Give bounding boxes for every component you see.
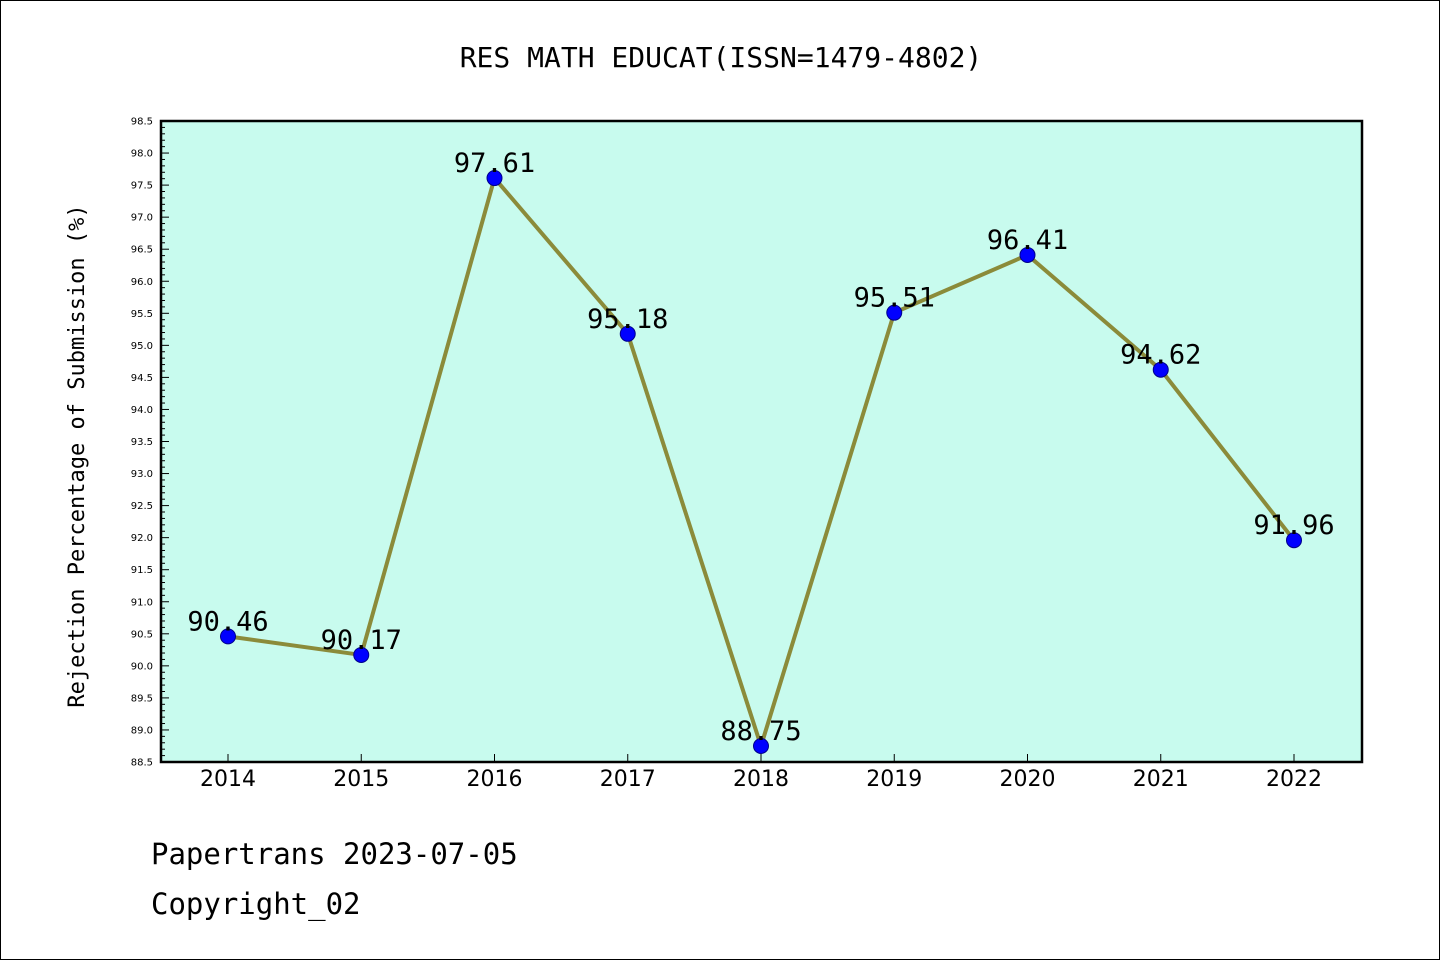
data-point	[1019, 246, 1036, 263]
y-tick-label: 89.0	[131, 725, 153, 736]
source-text: Papertrans 2023-07-05	[151, 837, 518, 871]
y-tick-label: 97.5	[131, 181, 153, 192]
y-tick-label: 89.5	[131, 693, 153, 704]
y-tick-label: 95.5	[131, 309, 153, 320]
plot-area	[159, 119, 1364, 764]
x-axis: 2014 2015 2016 2017 2018 2019 2020 2021 2022	[200, 754, 1322, 792]
y-tick-label: 91.0	[131, 597, 153, 608]
y-tick-label: 92.5	[131, 501, 153, 512]
x-tick-label: 2020	[1000, 767, 1056, 792]
data-label: 97.61	[454, 148, 535, 179]
data-point	[1286, 532, 1302, 549]
data-point	[220, 628, 236, 645]
y-tick-label: 94.0	[131, 405, 153, 416]
data-label: 96.41	[987, 225, 1068, 256]
data-label: 94.62	[1120, 340, 1201, 371]
y-tick-label: 96.5	[131, 245, 153, 256]
y-axis-label: Rejection Percentage of Submission (%)	[65, 204, 90, 707]
data-label: 95.18	[587, 304, 668, 335]
data-point	[886, 304, 903, 321]
x-tick-label: 2022	[1266, 767, 1322, 792]
y-tick-label: 98.5	[131, 117, 153, 128]
series-markers	[220, 170, 1302, 754]
data-point	[619, 325, 636, 342]
y-axis: 88.5 89.0 89.5 90.0 90.5 91.0 91.5 92.0 92.5 93.0…	[131, 117, 169, 769]
x-tick-label: 2019	[866, 767, 922, 792]
y-tick-label: 93.0	[131, 469, 153, 480]
y-tick-label: 91.5	[131, 565, 153, 576]
data-labels: 90.46 90.17 97.61 95.18 88.75 95.51 96.41 94.62…	[187, 148, 1334, 747]
data-point	[753, 737, 769, 754]
y-tick-label: 93.5	[131, 437, 153, 448]
chart-title: RES MATH EDUCAT(ISSN=1479-4802)	[460, 41, 983, 74]
x-tick-label: 2021	[1133, 767, 1189, 792]
y-tick-label: 94.5	[131, 373, 153, 384]
y-tick-label: 96.0	[131, 277, 153, 288]
x-tick-label: 2015	[333, 767, 389, 792]
data-label: 90.46	[187, 606, 268, 637]
y-tick-label: 95.0	[131, 341, 153, 352]
data-label: 95.51	[854, 283, 935, 314]
x-tick-label: 2018	[733, 767, 789, 792]
data-label: 88.75	[720, 716, 801, 747]
x-tick-label: 2017	[600, 767, 656, 792]
data-point	[486, 170, 503, 187]
y-tick-label: 90.5	[131, 629, 153, 640]
x-tick-label: 2014	[200, 767, 256, 792]
x-tick-label: 2016	[467, 767, 523, 792]
y-tick-label: 90.0	[131, 661, 153, 672]
y-tick-label: 92.0	[131, 533, 153, 544]
data-point	[353, 646, 370, 663]
data-label: 90.17	[321, 625, 402, 656]
y-tick-label: 98.0	[131, 149, 153, 160]
data-label: 91.96	[1253, 510, 1334, 541]
copyright-text: Copyright_02	[151, 887, 361, 921]
y-tick-label: 88.5	[131, 758, 153, 769]
data-point	[1152, 361, 1169, 378]
y-tick-label: 97.0	[131, 213, 153, 224]
